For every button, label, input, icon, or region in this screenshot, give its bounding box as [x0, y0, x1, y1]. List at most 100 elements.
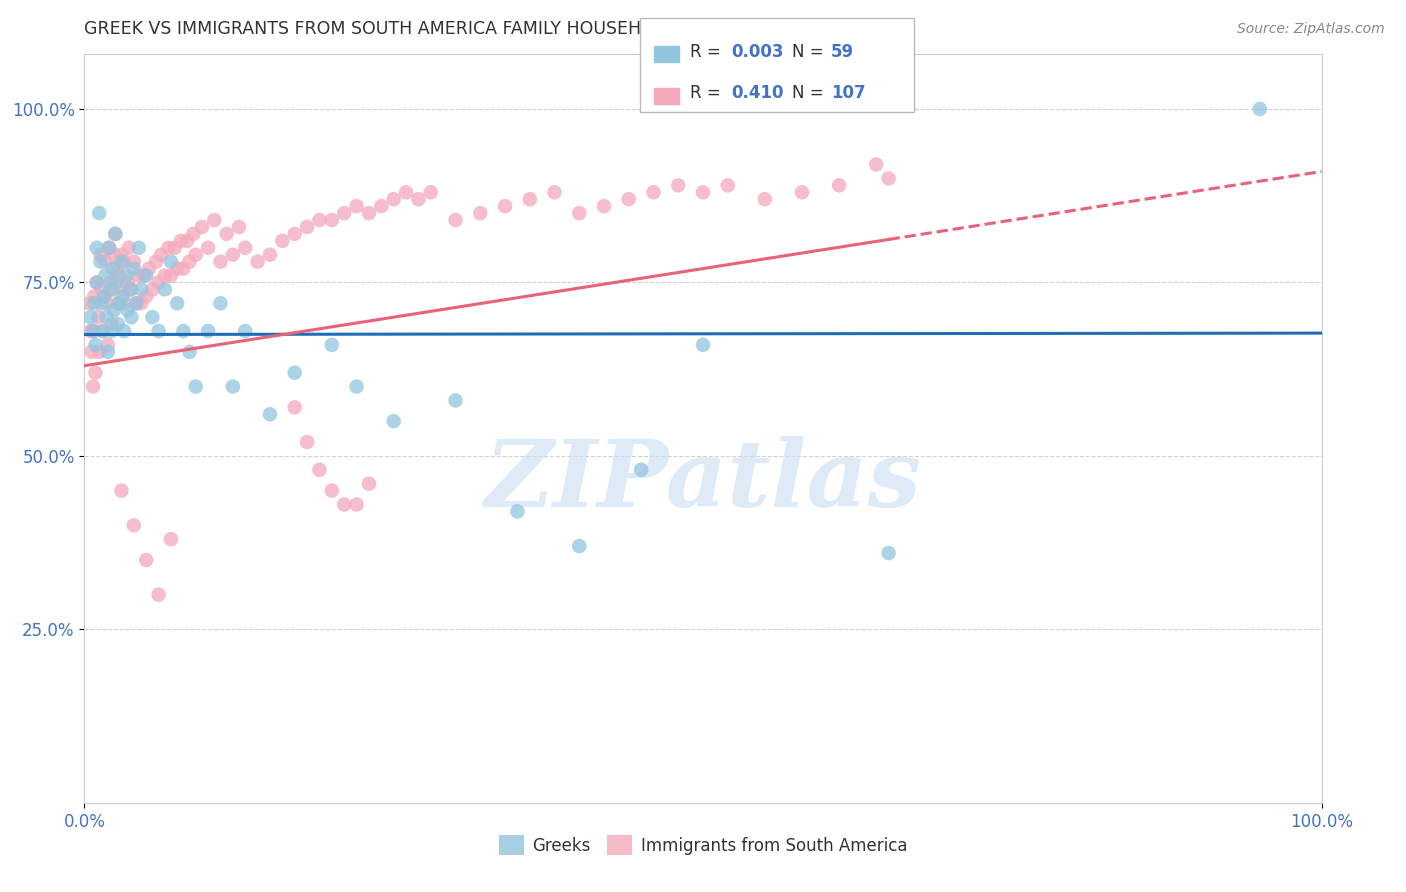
Point — [107, 317, 129, 331]
Point — [89, 206, 111, 220]
Point — [86, 276, 108, 290]
Point — [112, 254, 135, 268]
Point — [202, 213, 225, 227]
Point — [82, 324, 104, 338]
Point — [176, 234, 198, 248]
Point — [148, 324, 170, 338]
Point — [110, 483, 132, 498]
Text: 0.410: 0.410 — [731, 84, 783, 102]
Point — [593, 199, 616, 213]
Point — [284, 366, 307, 380]
Point — [120, 310, 142, 325]
Point — [877, 546, 900, 560]
Point — [84, 366, 107, 380]
Point — [370, 199, 392, 213]
Point — [828, 178, 851, 193]
Point — [259, 407, 281, 421]
Point — [271, 234, 294, 248]
Point — [83, 324, 105, 338]
Point — [506, 504, 529, 518]
Point — [179, 254, 201, 268]
Point — [100, 324, 122, 338]
Point — [129, 296, 152, 310]
Point — [346, 379, 368, 393]
Point — [122, 254, 145, 268]
Point — [128, 241, 150, 255]
Point — [494, 199, 516, 213]
Point — [419, 186, 441, 200]
Point — [89, 254, 111, 268]
Point — [630, 463, 652, 477]
Point — [444, 393, 467, 408]
Point — [98, 282, 121, 296]
Point — [519, 192, 541, 206]
Point — [148, 588, 170, 602]
Point — [135, 268, 157, 283]
Text: N =: N = — [792, 84, 828, 102]
Point — [877, 171, 900, 186]
Point — [129, 282, 152, 296]
Point — [135, 289, 157, 303]
Point — [120, 282, 142, 296]
Point — [94, 254, 117, 268]
Point — [141, 310, 163, 325]
Point — [86, 241, 108, 255]
Point — [93, 289, 115, 303]
Point — [568, 539, 591, 553]
Point — [86, 276, 108, 290]
Point — [215, 227, 238, 241]
Point — [346, 199, 368, 213]
Point — [790, 186, 813, 200]
Point — [132, 268, 155, 283]
Point — [184, 248, 207, 262]
Point — [90, 282, 112, 296]
Point — [117, 303, 139, 318]
Point — [209, 296, 232, 310]
Point — [172, 324, 194, 338]
Point — [101, 261, 124, 276]
Point — [110, 254, 132, 268]
Point — [157, 241, 180, 255]
Point — [166, 296, 188, 310]
Point — [666, 178, 689, 193]
Point — [321, 483, 343, 498]
Point — [105, 261, 128, 276]
Point — [98, 241, 121, 255]
Point — [333, 498, 356, 512]
Point — [308, 463, 330, 477]
Point — [170, 234, 193, 248]
Point — [96, 296, 118, 310]
Point — [83, 296, 105, 310]
Text: 59: 59 — [831, 43, 853, 61]
Point — [259, 248, 281, 262]
Point — [382, 414, 405, 428]
Point — [101, 282, 124, 296]
Point — [233, 241, 256, 255]
Point — [191, 219, 214, 234]
Point — [172, 261, 194, 276]
Point — [97, 338, 120, 352]
Point — [692, 338, 714, 352]
Point — [692, 186, 714, 200]
Point — [138, 261, 160, 276]
Text: Source: ZipAtlas.com: Source: ZipAtlas.com — [1237, 22, 1385, 37]
Point — [122, 518, 145, 533]
Point — [111, 289, 134, 303]
Point — [643, 186, 665, 200]
Point — [105, 276, 128, 290]
Point — [197, 324, 219, 338]
Point — [148, 276, 170, 290]
Point — [284, 401, 307, 415]
Point — [321, 213, 343, 227]
Point — [103, 248, 125, 262]
Point — [153, 282, 176, 296]
Point — [112, 324, 135, 338]
Text: GREEK VS IMMIGRANTS FROM SOUTH AMERICA FAMILY HOUSEHOLDS CORRELATION CHART: GREEK VS IMMIGRANTS FROM SOUTH AMERICA F… — [84, 21, 883, 38]
Point — [617, 192, 640, 206]
Point — [166, 261, 188, 276]
Point — [103, 303, 125, 318]
Point — [233, 324, 256, 338]
Point — [128, 268, 150, 283]
Point — [184, 379, 207, 393]
Point — [153, 268, 176, 283]
